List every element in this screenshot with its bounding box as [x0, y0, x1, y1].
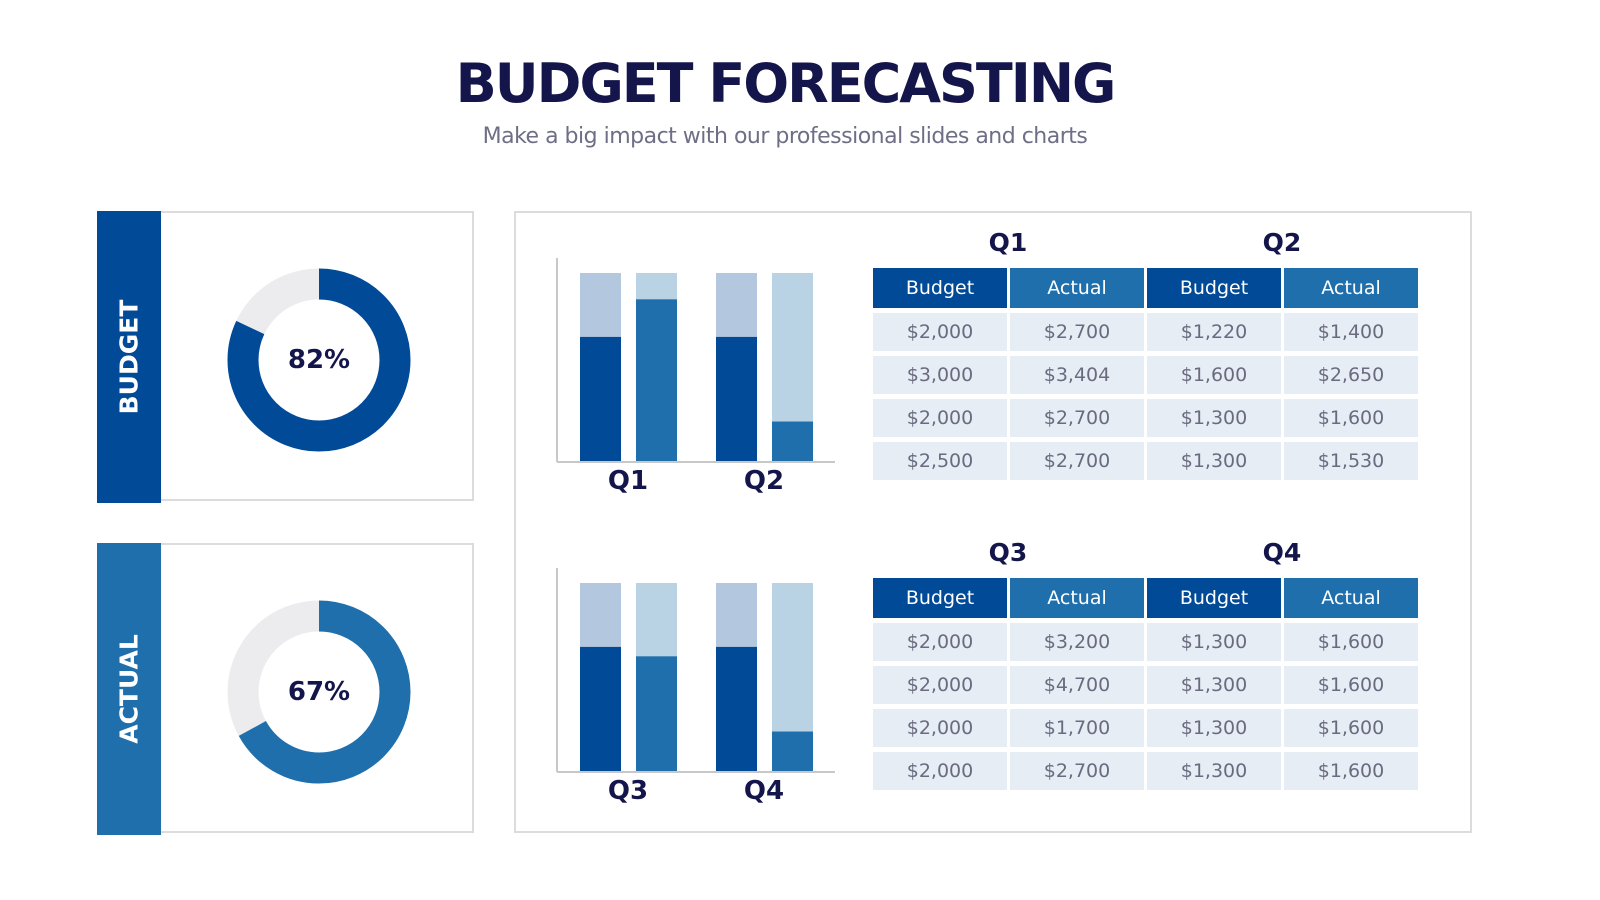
page-subtitle: Make a big impact with our professional … — [482, 124, 1088, 149]
budget-label: BUDGET — [114, 299, 144, 415]
bar-Q1-budget — [580, 336, 621, 461]
actual-panel: ACTUAL 67% — [97, 543, 474, 835]
table-cell: $1,530 — [1284, 442, 1418, 480]
table-cell: $2,000 — [873, 313, 1007, 351]
bar-Q4-actual — [772, 731, 813, 771]
table-cell: $4,700 — [1010, 666, 1144, 704]
column-header: Budget — [873, 578, 1007, 618]
actual-band: ACTUAL — [97, 543, 161, 835]
bar-Q3-actual — [636, 656, 677, 771]
budget-donut — [227, 268, 411, 452]
table-cell: $1,300 — [1147, 666, 1281, 704]
bar-chart-q3-q4 — [556, 568, 835, 773]
bar-Q3-budget — [580, 646, 621, 771]
table-cell: $3,200 — [1010, 623, 1144, 661]
table-title-q3: Q3 — [988, 538, 1028, 567]
table-cell: $1,300 — [1147, 399, 1281, 437]
table-cell: $2,650 — [1284, 356, 1418, 394]
table-q3-q4: Budget Actual Budget Actual $2,000 $3,200 $1,3… — [873, 578, 1418, 790]
table-title-q4: Q4 — [1262, 538, 1302, 567]
table-cell: $2,700 — [1010, 399, 1144, 437]
actual-percent: 67% — [287, 677, 351, 707]
table-cell: $1,300 — [1147, 623, 1281, 661]
table-cell: $1,300 — [1147, 709, 1281, 747]
table-cell: $1,600 — [1284, 752, 1418, 790]
actual-label: ACTUAL — [114, 634, 144, 744]
table-title-q1: Q1 — [988, 228, 1028, 257]
table-cell: $2,700 — [1010, 752, 1144, 790]
table-cell: $2,000 — [873, 752, 1007, 790]
bar-label-q1: Q1 — [607, 466, 649, 496]
table-cell: $1,600 — [1284, 709, 1418, 747]
table-cell: $1,300 — [1147, 752, 1281, 790]
table-cell: $2,700 — [1010, 442, 1144, 480]
bar-Q2-actual — [772, 421, 813, 461]
table-cell: $2,700 — [1010, 313, 1144, 351]
bar-label-q3: Q3 — [607, 776, 649, 806]
bar-label-q4: Q4 — [743, 776, 785, 806]
bar-Q1-actual — [636, 299, 677, 461]
bar-Q2-budget — [716, 336, 757, 461]
donut-value-arc — [227, 600, 411, 784]
budget-percent: 82% — [287, 345, 351, 375]
table-cell: $1,400 — [1284, 313, 1418, 351]
table-cell: $1,700 — [1010, 709, 1144, 747]
table-cell: $2,000 — [873, 666, 1007, 704]
column-header: Actual — [1010, 268, 1144, 308]
table-cell: $2,000 — [873, 623, 1007, 661]
table-cell: $2,000 — [873, 709, 1007, 747]
bar-Q4-budget — [716, 646, 757, 771]
bar-chart-q1-q2 — [556, 258, 835, 463]
column-header: Budget — [1147, 268, 1281, 308]
table-cell: $1,600 — [1284, 666, 1418, 704]
table-cell: $1,600 — [1284, 399, 1418, 437]
table-cell: $1,600 — [1284, 623, 1418, 661]
table-cell: $3,404 — [1010, 356, 1144, 394]
actual-donut — [227, 600, 411, 784]
page-title: BUDGET FORECASTING — [455, 52, 1117, 115]
budget-band: BUDGET — [97, 211, 161, 503]
column-header: Budget — [873, 268, 1007, 308]
table-cell: $1,220 — [1147, 313, 1281, 351]
table-cell: $1,600 — [1147, 356, 1281, 394]
column-header: Actual — [1284, 268, 1418, 308]
table-cell: $2,500 — [873, 442, 1007, 480]
budget-panel: BUDGET 82% — [97, 211, 474, 503]
column-header: Actual — [1284, 578, 1418, 618]
table-cell: $1,300 — [1147, 442, 1281, 480]
bar-label-q2: Q2 — [743, 466, 785, 496]
column-header: Budget — [1147, 578, 1281, 618]
quarters-panel — [514, 211, 1472, 833]
table-cell: $3,000 — [873, 356, 1007, 394]
donut-value-arc — [227, 268, 411, 452]
table-title-q2: Q2 — [1262, 228, 1302, 257]
table-cell: $2,000 — [873, 399, 1007, 437]
column-header: Actual — [1010, 578, 1144, 618]
table-q1-q2: Budget Actual Budget Actual $2,000 $2,700 $1,2… — [873, 268, 1418, 480]
